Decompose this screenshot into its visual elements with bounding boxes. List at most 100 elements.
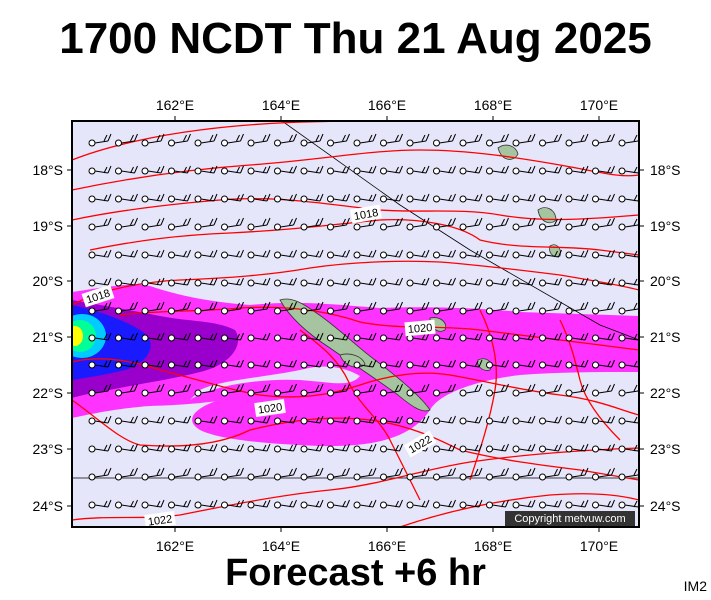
wind-barb	[565, 277, 589, 287]
wind-barb	[565, 217, 589, 231]
wind-barb	[486, 467, 509, 481]
wind-barb	[247, 301, 271, 315]
lat-ticks	[67, 169, 644, 507]
isobar-line	[399, 493, 639, 527]
wind-barb	[327, 277, 350, 287]
wind-barb	[194, 443, 218, 453]
wind-barb	[353, 165, 377, 175]
wind-barb	[247, 467, 271, 481]
wind-barb	[194, 359, 218, 369]
wind-barb	[221, 249, 244, 259]
wind-barb	[486, 165, 509, 175]
wind-barb	[274, 193, 297, 203]
wind-barb	[141, 249, 165, 259]
wind-barb	[327, 332, 350, 342]
wind-barb	[115, 301, 138, 315]
wind-barb	[353, 383, 377, 397]
wind-barb	[618, 250, 639, 259]
wind-barb	[565, 359, 589, 369]
isobar-line	[469, 309, 497, 481]
wind-barb	[115, 277, 138, 287]
lat-label: 21°S	[32, 329, 63, 345]
wind-barb	[115, 359, 138, 369]
wind-barb	[486, 193, 509, 203]
wind-barb	[380, 133, 403, 147]
wind-barb	[380, 165, 403, 175]
wind-barb	[512, 249, 536, 259]
wind-barb	[486, 133, 509, 147]
wind-barb	[221, 467, 244, 481]
wind-barb	[300, 165, 324, 175]
wind-barb	[512, 277, 536, 287]
isobar-line	[89, 219, 639, 256]
wind-barb	[141, 217, 165, 231]
wind-barb	[247, 332, 271, 342]
wind-barb	[353, 415, 377, 425]
wind-barb	[115, 415, 138, 425]
wind-barb	[433, 332, 456, 342]
wind-barb	[274, 443, 297, 453]
wind-barb	[168, 383, 191, 397]
wind-barb	[141, 499, 165, 509]
isobar-label-1020-b: 1020	[254, 398, 286, 418]
wind-barb	[459, 249, 483, 259]
wind-barb	[618, 333, 639, 342]
wind-barb	[247, 249, 271, 259]
wind-barb	[327, 443, 350, 453]
wind-barb	[486, 217, 509, 231]
wind-barb	[618, 166, 639, 175]
wind-barb	[274, 165, 297, 175]
wind-barb	[433, 133, 456, 147]
wind-barb	[406, 301, 430, 315]
wind-barb	[141, 383, 165, 397]
wind-barb	[406, 133, 430, 147]
wind-barb	[327, 359, 350, 369]
wind-barb	[539, 383, 562, 397]
wind-barb	[274, 249, 297, 259]
wind-barb	[88, 249, 112, 259]
wind-barb	[406, 467, 430, 481]
wind-barb	[353, 301, 377, 315]
wind-barb	[300, 383, 324, 397]
wind-barb	[512, 415, 536, 425]
wind-barb	[512, 301, 536, 315]
wind-barb	[168, 499, 191, 509]
wind-barb	[300, 217, 324, 231]
wind-barb	[380, 249, 403, 259]
wind-barb	[300, 467, 324, 481]
lat-label: 19°S	[650, 218, 681, 234]
wind-barb	[247, 383, 271, 397]
isobar-label-text: 1018	[353, 207, 379, 223]
isobar-label-text: 1020	[407, 322, 432, 336]
wind-barb	[353, 133, 377, 147]
wind-barb	[433, 165, 456, 175]
wind-barb	[486, 499, 509, 509]
map-title: 1700 NCDT Thu 21 Aug 2025	[59, 14, 652, 63]
lat-label: 19°S	[32, 218, 63, 234]
wind-barb	[168, 415, 191, 425]
isobar-label-1020-a: 1020	[404, 319, 436, 337]
wind-barb	[539, 165, 562, 175]
wind-barb	[88, 383, 112, 397]
wind-barb	[380, 415, 403, 425]
isobar-line	[72, 399, 639, 481]
wind-barb	[459, 165, 483, 175]
wind-barb	[141, 165, 165, 175]
wind-barb	[327, 193, 350, 203]
wind-barb	[327, 499, 350, 509]
wind-barb	[194, 467, 218, 481]
wind-barb	[353, 499, 377, 509]
wind-barb	[486, 443, 509, 453]
wind-barb	[274, 415, 297, 425]
wind-barb	[353, 277, 377, 287]
wind-barb	[380, 383, 403, 397]
wind-barb	[141, 133, 165, 147]
lat-labels-left: 18°S 19°S 20°S 21°S 22°S 23°S 24°S	[32, 162, 63, 514]
wind-barb	[274, 301, 297, 315]
wind-barb	[168, 249, 191, 259]
isobars	[72, 121, 639, 527]
wind-barb	[194, 301, 218, 315]
precip-gap	[190, 366, 360, 400]
wind-barb	[300, 332, 324, 342]
wind-barb	[512, 217, 536, 231]
